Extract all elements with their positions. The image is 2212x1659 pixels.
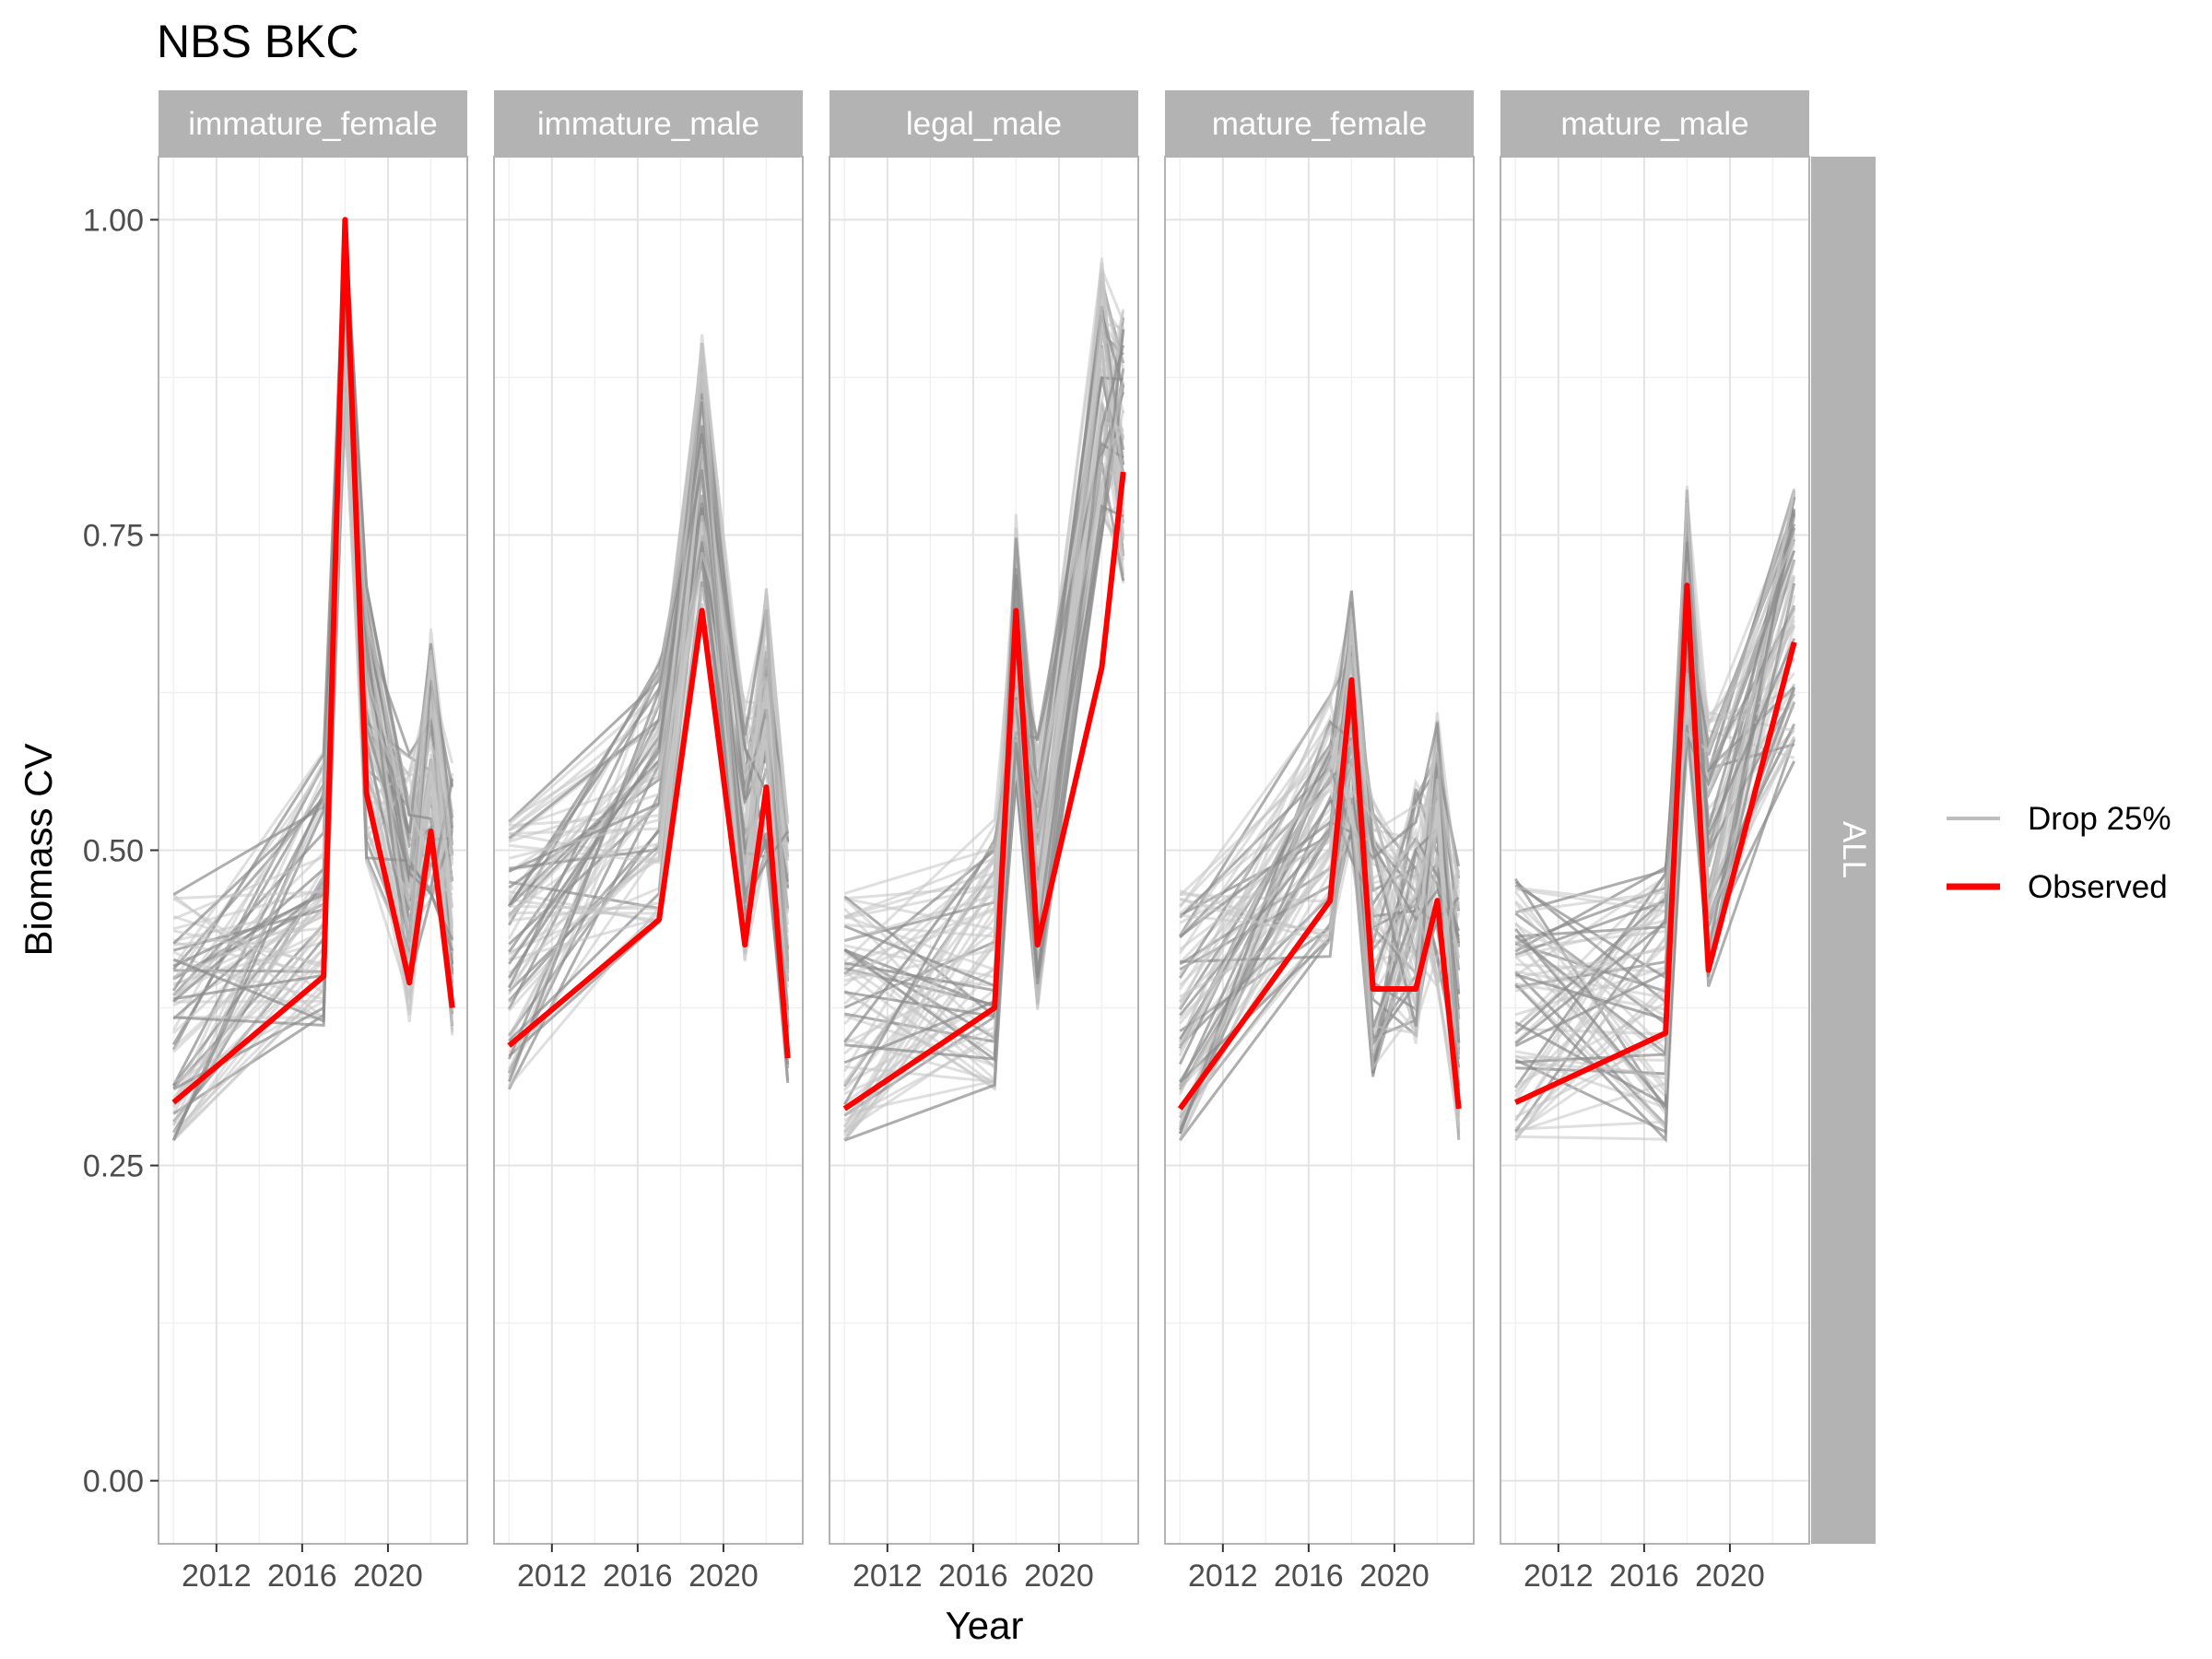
x-tick-label: 2020 xyxy=(1024,1559,1094,1594)
drop-replicate-line xyxy=(1178,641,1461,1115)
y-axis: 0.00 0.25 0.50 0.75 1.00 xyxy=(83,203,159,1500)
x-tick-label: 2016 xyxy=(1609,1559,1679,1594)
x-tick-label: 2012 xyxy=(853,1559,923,1594)
drop-replicate-line xyxy=(509,552,790,1034)
x-tick-label: 2012 xyxy=(517,1559,587,1594)
y-tick-label: 0.00 xyxy=(83,1465,144,1500)
x-tick-label: 2020 xyxy=(353,1559,423,1594)
observed-line-mature_female xyxy=(1177,677,1462,1111)
facet-panel-immature_male: immature_male xyxy=(493,90,804,1545)
facet-strip-label: immature_female xyxy=(188,106,437,142)
panel-border xyxy=(829,156,1139,1545)
x-axis-title: Year xyxy=(946,1604,1024,1647)
drop-replicate-line xyxy=(172,219,454,1024)
drop-replicate-line xyxy=(171,392,453,1125)
chart-title: NBS BKC xyxy=(157,16,359,67)
panel-border xyxy=(1500,156,1810,1545)
facet-strip xyxy=(494,90,803,157)
drop-replicate-line xyxy=(843,329,1125,1043)
x-axis: 2012 2016 2020 2012 2016 2020 2012 2016 2020 2012… xyxy=(182,1544,1765,1594)
row-strip-label: ALL xyxy=(1836,821,1872,878)
row-strip: ALL xyxy=(1811,157,1876,1544)
panel-border xyxy=(1164,156,1475,1545)
y-tick-label: 1.00 xyxy=(83,203,144,238)
x-tick-label: 2020 xyxy=(1359,1559,1430,1594)
facet-strip-label: immature_male xyxy=(537,106,759,142)
x-tick-label: 2016 xyxy=(603,1559,673,1594)
facet-panel-mature_female: mature_female xyxy=(1164,90,1475,1545)
facet-panel-legal_male: legal_male xyxy=(829,90,1139,1545)
drop-replicate-line xyxy=(1514,527,1796,1045)
y-tick-label: 0.75 xyxy=(83,518,144,553)
x-tick-label: 2012 xyxy=(1188,1559,1258,1594)
facet-strip xyxy=(830,90,1138,157)
drop-replicate-line xyxy=(843,313,1125,988)
observed-line-immature_female xyxy=(171,217,455,1105)
observed-line-mature_male xyxy=(1514,582,1797,1105)
drop-replicate-line xyxy=(1179,719,1461,1128)
drop-replicate-line xyxy=(507,447,790,1041)
observed-line-immature_male xyxy=(507,607,791,1059)
legend: Drop 25% Observed xyxy=(1947,801,2171,905)
x-tick-label: 2016 xyxy=(1274,1559,1344,1594)
drop-replicate-line xyxy=(1515,535,1796,914)
x-tick-label: 2012 xyxy=(1524,1559,1594,1594)
legend-entry: Drop 25% xyxy=(1947,801,2171,837)
facet-strip-label: legal_male xyxy=(906,106,1062,142)
y-tick-label: 0.50 xyxy=(83,834,144,869)
x-tick-label: 2020 xyxy=(688,1559,759,1594)
x-tick-label: 2012 xyxy=(182,1559,252,1594)
y-axis-title: Biomass CV xyxy=(17,743,60,956)
drop-replicate-line xyxy=(844,345,1125,1061)
facet-strip xyxy=(1165,90,1474,157)
facet-strip-label: mature_female xyxy=(1212,106,1427,142)
facet-strip-label: mature_male xyxy=(1560,106,1748,142)
facet-strip xyxy=(159,90,467,157)
panel-border xyxy=(493,156,804,1545)
x-tick-label: 2016 xyxy=(267,1559,337,1594)
legend-entry: Observed xyxy=(1947,869,2168,905)
row-strip-background xyxy=(1811,157,1876,1544)
facet-panel-mature_male: mature_male xyxy=(1500,90,1810,1545)
drop-replicate-line xyxy=(508,371,790,969)
y-tick-label: 0.25 xyxy=(83,1149,144,1184)
drop-replicate-line xyxy=(172,360,454,948)
x-tick-label: 2020 xyxy=(1695,1559,1765,1594)
drop-replicate-line xyxy=(1178,742,1461,1126)
drop-series-legal_male xyxy=(842,257,1125,1142)
observed-line-legal_male xyxy=(842,471,1126,1112)
facet-panels: immature_female immature_male legal_male ma… xyxy=(158,90,1810,1545)
legend-label: Observed xyxy=(2028,869,2168,905)
facet-strip xyxy=(1500,90,1809,157)
drop-replicate-line xyxy=(1179,726,1461,989)
legend-label: Drop 25% xyxy=(2028,801,2171,837)
facet-panel-immature_female: immature_female xyxy=(158,90,468,1545)
x-tick-label: 2016 xyxy=(938,1559,1008,1594)
